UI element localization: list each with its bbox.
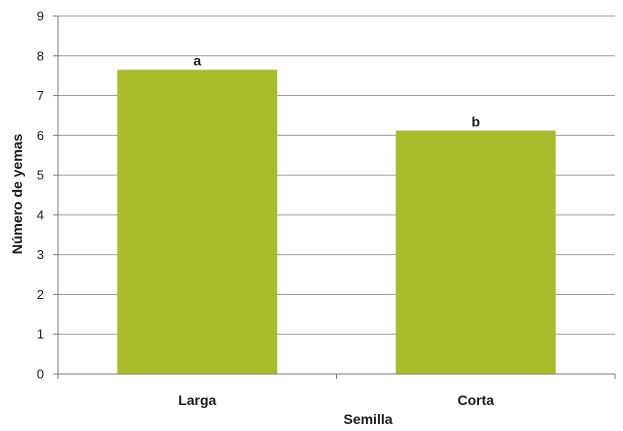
bars <box>117 69 556 374</box>
y-axis-title: Número de yemas <box>9 133 25 254</box>
axes <box>57 16 615 375</box>
bar-larga <box>117 69 278 374</box>
y-tick-label-6: 6 <box>37 128 44 143</box>
data-label-larga: a <box>193 53 201 69</box>
data-labels: ab <box>193 53 480 130</box>
bar-corta <box>395 130 556 374</box>
y-tick-label-2: 2 <box>37 287 44 302</box>
x-tick-labels: Larga Corta <box>178 392 494 408</box>
x-tick-label-larga: Larga <box>178 392 216 408</box>
x-tick-label-corta: Corta <box>457 392 494 408</box>
y-tick-labels: 0 1 2 3 4 5 6 7 8 9 <box>37 9 44 382</box>
data-label-corta: b <box>471 114 480 130</box>
y-tick-label-7: 7 <box>37 88 44 103</box>
y-tick-label-9: 9 <box>37 9 44 24</box>
y-tick-label-0: 0 <box>37 367 44 382</box>
y-tick-label-8: 8 <box>37 48 44 63</box>
y-tick-label-5: 5 <box>37 168 44 183</box>
y-tick-label-1: 1 <box>37 327 44 342</box>
y-tick-label-4: 4 <box>37 207 44 222</box>
x-axis-title: Semilla <box>343 411 392 427</box>
y-tick-label-3: 3 <box>37 247 44 262</box>
